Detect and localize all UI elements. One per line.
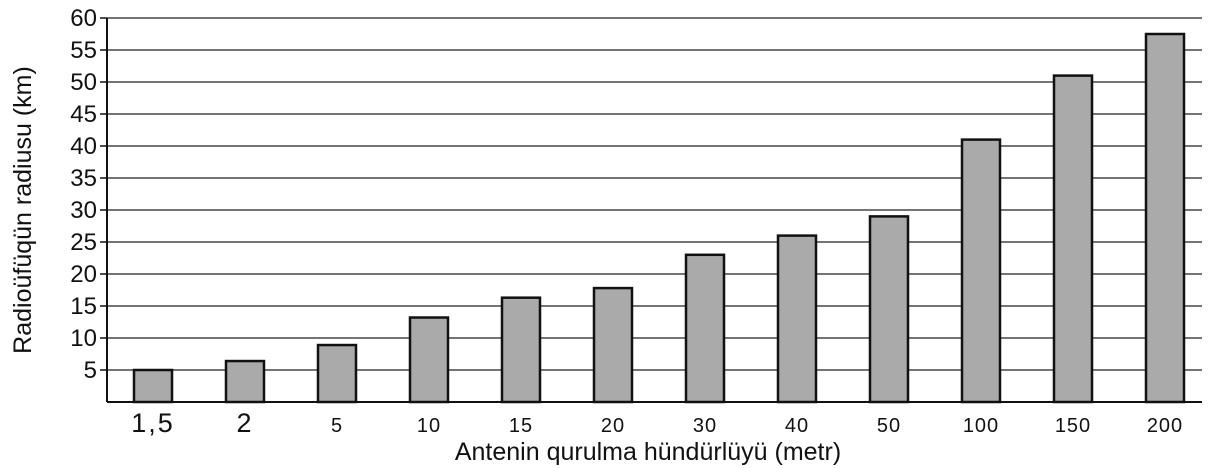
y-tick-label-40: 40 <box>70 133 97 160</box>
bar-50 <box>868 215 910 404</box>
y-tick-label-5: 5 <box>84 357 97 384</box>
y-tick-label-35: 35 <box>70 165 97 192</box>
bar-40 <box>776 234 818 404</box>
bar-10 <box>408 316 450 404</box>
bar-150 <box>1052 74 1094 404</box>
bar-2 <box>224 359 266 404</box>
y-tick-label-15: 15 <box>70 293 97 320</box>
bar-1,5 <box>132 368 174 404</box>
x-tick-label-100: 100 <box>963 415 999 437</box>
gridlines <box>107 17 1202 371</box>
x-axis-title: Antenin qurulma hündürlüyü (metr) <box>455 438 841 466</box>
x-tick-label-40: 40 <box>785 415 809 437</box>
y-tick-label-10: 10 <box>70 325 97 352</box>
x-tick-label-50: 50 <box>877 415 901 437</box>
bar-20 <box>592 286 634 404</box>
bar-30 <box>684 253 726 404</box>
y-tick-label-30: 30 <box>70 197 97 224</box>
bar-100 <box>960 138 1002 404</box>
x-tick-label-5: 5 <box>331 415 343 437</box>
x-axis-tick-labels: 1,5 2 5 10 15 20 30 40 50 100 150 200 <box>131 408 1183 438</box>
x-tick-label-200: 200 <box>1147 415 1183 437</box>
y-tick-label-20: 20 <box>70 261 97 288</box>
bar-200 <box>1144 32 1186 404</box>
y-tick-label-25: 25 <box>70 229 97 256</box>
bar-5 <box>316 343 358 404</box>
x-tick-label-150: 150 <box>1055 415 1091 437</box>
x-tick-label-2: 2 <box>236 408 253 438</box>
y-axis-title: Radioüfüqün radiusu (km) <box>9 66 37 354</box>
x-tick-label-1,5: 1,5 <box>131 408 175 438</box>
y-tick-label-45: 45 <box>70 101 97 128</box>
y-axis-ticks: 5 10 15 20 25 30 35 40 45 50 55 60 <box>70 5 107 384</box>
y-tick-label-50: 50 <box>70 69 97 96</box>
x-tick-label-15: 15 <box>509 415 533 437</box>
bar-15 <box>500 296 542 404</box>
x-tick-label-10: 10 <box>417 415 441 437</box>
y-tick-label-60: 60 <box>70 5 97 32</box>
y-tick-label-55: 55 <box>70 37 97 64</box>
x-tick-label-30: 30 <box>693 415 717 437</box>
bars <box>132 32 1186 404</box>
x-tick-label-20: 20 <box>601 415 625 437</box>
